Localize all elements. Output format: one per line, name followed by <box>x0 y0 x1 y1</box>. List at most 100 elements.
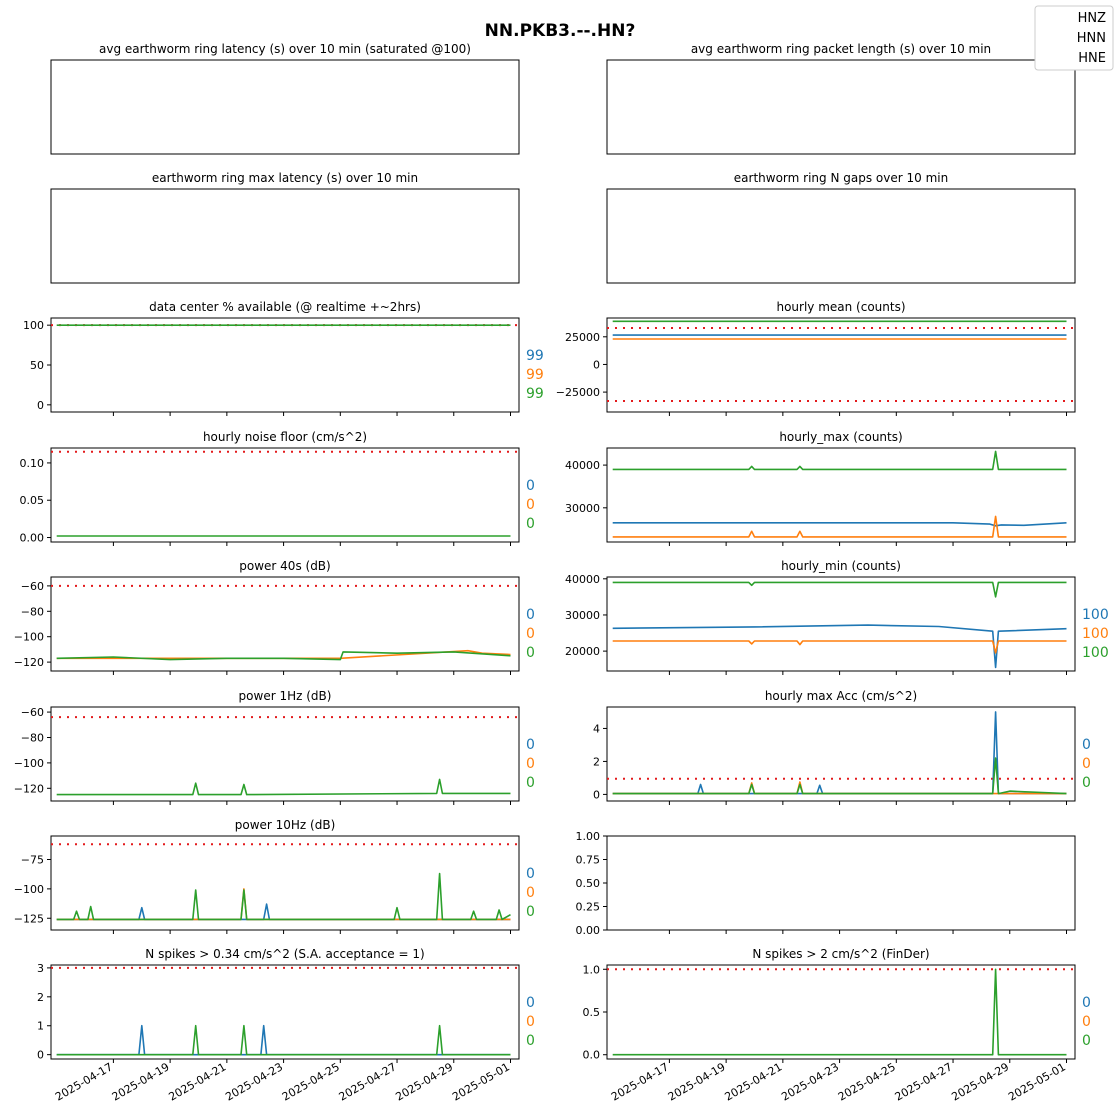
xtick-label: 2025-04-25 <box>836 1060 898 1103</box>
panel-hourly_mean: hourly mean (counts) 25000 0 −25000 <box>556 300 1076 416</box>
panel-title: earthworm ring N gaps over 10 min <box>734 171 948 185</box>
axes-frame <box>606 59 1076 155</box>
panel-title: hourly max Acc (cm/s^2) <box>765 689 917 703</box>
ytick-label: 0 <box>593 788 600 801</box>
xtick-label: 2025-05-01 <box>1006 1060 1068 1103</box>
panel-power_1hz: power 1Hz (dB) −60 −80 −100 −120 0 0 0 <box>14 689 535 805</box>
channel-annotation: 0 <box>526 995 535 1011</box>
series-line-hne <box>56 1024 511 1056</box>
ytick-label: 30000 <box>565 502 600 515</box>
axes-frame <box>50 576 520 672</box>
axes-frame <box>606 576 1076 672</box>
channel-annotation: 0 <box>526 478 535 494</box>
series-line-hnn <box>612 640 1067 654</box>
axes-frame <box>50 447 520 543</box>
channel-annotation: 0 <box>526 866 535 882</box>
axes-frame <box>50 964 520 1060</box>
panel-title: power 1Hz (dB) <box>239 689 332 703</box>
panel-hourly_max_acc: hourly max Acc (cm/s^2) 4 2 0 0 0 0 <box>593 689 1091 805</box>
ytick-label: −120 <box>14 782 44 795</box>
channel-annotation: 0 <box>1082 1033 1091 1049</box>
xtick-label: 2025-04-29 <box>393 1060 455 1103</box>
series-line-hne <box>612 450 1067 471</box>
panel-avg_packet_len: avg earthworm ring packet length (s) ove… <box>606 42 1076 155</box>
ytick-label: 2 <box>37 991 44 1004</box>
channel-annotation: 0 <box>1082 1014 1091 1030</box>
ytick-label: 0.00 <box>20 532 45 545</box>
series-line-hne <box>612 581 1067 598</box>
figure-title: NN.PKB3.--.HN? <box>485 21 636 41</box>
ytick-label: 0 <box>37 1049 44 1062</box>
axes-frame <box>606 706 1076 802</box>
panel-power_40s: power 40s (dB) −60 −80 −100 −120 0 0 0 <box>14 559 535 675</box>
series-line-hne <box>56 651 511 661</box>
ytick-label: −100 <box>14 631 44 644</box>
ytick-label: 40000 <box>565 459 600 472</box>
axes-frame <box>606 964 1076 1060</box>
channel-annotation: 0 <box>1082 995 1091 1011</box>
ytick-label: −75 <box>21 854 44 867</box>
ytick-label: 20000 <box>565 645 600 658</box>
axes-frame <box>50 706 520 802</box>
xtick-label: 2025-04-21 <box>722 1060 784 1103</box>
panel-title: hourly noise floor (cm/s^2) <box>203 430 367 444</box>
ytick-label: 0.10 <box>20 457 45 470</box>
panel-n_gaps: earthworm ring N gaps over 10 min <box>606 171 1076 284</box>
xtick-label: 2025-04-27 <box>893 1060 955 1103</box>
channel-annotation: 0 <box>526 904 535 920</box>
xtick-label: 2025-04-19 <box>666 1060 728 1103</box>
ytick-label: 0.50 <box>576 877 601 890</box>
ytick-label: −100 <box>14 883 44 896</box>
series-line-hnz <box>612 624 1067 669</box>
ytick-label: 25000 <box>565 331 600 344</box>
ytick-label: 1 <box>37 1020 44 1033</box>
ytick-label: 100 <box>23 319 44 332</box>
panel-power_10hz: power 10Hz (dB) −75 −100 −125 0 0 0 <box>14 818 535 934</box>
ytick-label: 0.05 <box>20 494 45 507</box>
panel-title: data center % available (@ realtime +~2h… <box>149 300 421 314</box>
legend-entry-hnn: HNN <box>1077 31 1106 46</box>
channel-annotation: 99 <box>526 367 544 383</box>
series-line-hne <box>56 872 511 921</box>
axes-frame <box>606 317 1076 413</box>
series-line-hnz <box>612 711 1067 795</box>
xtick-label: 2025-04-29 <box>949 1060 1011 1103</box>
panel-title: hourly mean (counts) <box>776 300 905 314</box>
channel-annotation: 99 <box>526 386 544 402</box>
ytick-label: 30000 <box>565 609 600 622</box>
panel-title: avg earthworm ring packet length (s) ove… <box>691 42 991 56</box>
xtick-label: 2025-04-25 <box>280 1060 342 1103</box>
ytick-label: 40000 <box>565 573 600 586</box>
ytick-label: 0 <box>593 358 600 371</box>
xtick-label: 2025-04-23 <box>779 1060 841 1103</box>
panel-title: hourly_max (counts) <box>779 430 902 444</box>
channel-annotation: 100 <box>1082 645 1109 661</box>
xtick-label: 2025-04-21 <box>166 1060 228 1103</box>
legend: HNZ HNN HNE <box>1034 5 1114 71</box>
channel-annotation: 99 <box>526 348 544 364</box>
panel-title: N spikes > 2 cm/s^2 (FinDer) <box>752 947 929 961</box>
ytick-label: −120 <box>14 656 44 669</box>
ytick-label: 0.5 <box>583 1006 601 1019</box>
panel-n_spikes_034: N spikes > 0.34 cm/s^2 (S.A. acceptance … <box>37 947 535 1104</box>
ytick-label: 2 <box>593 755 600 768</box>
series-line-hnz <box>612 521 1067 527</box>
channel-annotation: 100 <box>1082 626 1109 642</box>
channel-annotation: 0 <box>1082 775 1091 791</box>
series-line-hne <box>56 778 511 796</box>
panel-max_latency: earthworm ring max latency (s) over 10 m… <box>50 171 520 284</box>
legend-entry-hne: HNE <box>1078 51 1106 66</box>
axes-frame <box>50 835 520 931</box>
ytick-label: −125 <box>14 912 44 925</box>
axes-frame <box>606 835 1076 931</box>
channel-annotation: 0 <box>526 516 535 532</box>
ytick-label: −100 <box>14 757 44 770</box>
panel-title: avg earthworm ring latency (s) over 10 m… <box>99 42 471 56</box>
legend-entry-hnz: HNZ <box>1078 11 1107 26</box>
ytick-label: 50 <box>30 359 44 372</box>
channel-annotation: 0 <box>526 497 535 513</box>
channel-annotation: 0 <box>526 1033 535 1049</box>
panel-title: hourly_min (counts) <box>781 559 901 573</box>
ytick-label: 3 <box>37 962 44 975</box>
channel-annotation: 0 <box>526 645 535 661</box>
